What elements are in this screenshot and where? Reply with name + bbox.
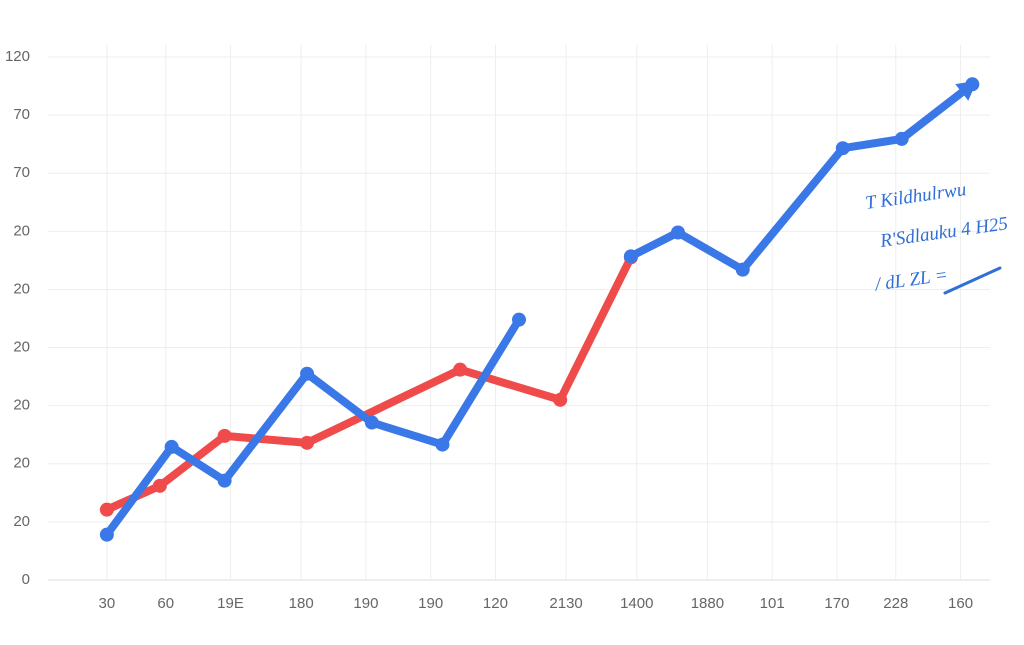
x-tick-label: 1880 — [691, 595, 724, 612]
y-tick-label: 20 — [13, 280, 30, 297]
point — [553, 392, 568, 407]
point — [300, 435, 315, 450]
point — [164, 439, 179, 454]
x-tick-label: 228 — [883, 595, 908, 612]
y-tick-label: 20 — [13, 513, 30, 530]
x-tick-label: 30 — [99, 595, 116, 612]
annotation-underline — [943, 266, 1002, 295]
y-tick-label: 70 — [13, 164, 30, 181]
point — [735, 262, 750, 277]
x-tick-label: 19E — [217, 595, 244, 612]
annotation-line: T Kildhulrwu — [864, 179, 967, 214]
point — [623, 249, 638, 264]
point — [894, 131, 909, 146]
annotation-line: / dL ZL = — [873, 265, 949, 296]
x-tick-label: 160 — [948, 595, 973, 612]
x-tick-label: 190 — [418, 595, 443, 612]
x-tick-label: 190 — [353, 595, 378, 612]
y-tick-label: 20 — [13, 397, 30, 414]
y-tick-label: 70 — [13, 106, 30, 123]
point — [152, 478, 167, 493]
point — [670, 225, 685, 240]
y-tick-label: 120 — [5, 48, 30, 65]
point — [512, 312, 526, 327]
point — [217, 428, 232, 443]
x-tick-label: 180 — [289, 595, 314, 612]
point — [364, 415, 379, 430]
point — [99, 527, 114, 542]
point — [435, 437, 450, 452]
point — [217, 473, 232, 488]
x-tick-label: 2130 — [549, 595, 582, 612]
point — [99, 502, 114, 517]
x-tick-label: 101 — [760, 595, 785, 612]
y-tick-label: 0 — [22, 571, 30, 588]
point — [300, 366, 315, 381]
x-tick-label: 170 — [824, 595, 849, 612]
arrow-head — [955, 80, 978, 101]
point — [453, 362, 468, 377]
annotation-line: R'Sdlauku 4 H25 — [878, 213, 1009, 252]
y-tick-label: 20 — [13, 455, 30, 472]
point — [835, 141, 850, 156]
x-tick-label: 1400 — [620, 595, 653, 612]
series-line — [102, 253, 635, 514]
x-tick-label: 60 — [157, 595, 174, 612]
x-tick-label: 120 — [483, 595, 508, 612]
y-tick-label: 20 — [13, 222, 30, 239]
y-tick-label: 20 — [13, 339, 30, 356]
